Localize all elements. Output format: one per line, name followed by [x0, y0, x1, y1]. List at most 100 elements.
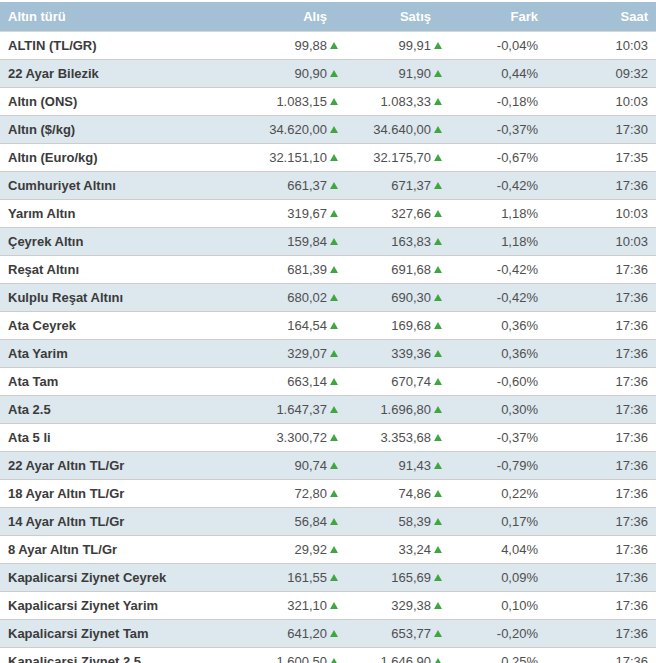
alis-cell: 29,92 — [256, 536, 344, 564]
saat-value: 17:36 — [552, 452, 656, 480]
fark-value: 0,22% — [448, 480, 552, 508]
saat-value: 17:36 — [552, 256, 656, 284]
alis-value: 164,54 — [287, 318, 327, 333]
row-label: Altın (Euro/kg) — [0, 144, 256, 172]
trend-up-icon — [434, 574, 442, 581]
trend-up-icon — [434, 294, 442, 301]
saat-value: 17:36 — [552, 424, 656, 452]
trend-up-icon — [330, 574, 338, 581]
trend-up-icon — [434, 434, 442, 441]
satis-value: 99,91 — [398, 38, 431, 53]
saat-value: 17:35 — [552, 144, 656, 172]
satis-cell: 1.646,90 — [344, 648, 448, 663]
satis-cell: 691,68 — [344, 256, 448, 284]
trend-up-icon — [330, 658, 338, 663]
satis-value: 165,69 — [391, 570, 431, 585]
table-row: Altın (Euro/kg)32.151,1032.175,70-0,67%1… — [0, 144, 656, 172]
saat-value: 10:03 — [552, 88, 656, 116]
alis-value: 681,39 — [287, 262, 327, 277]
fark-value: -0,60% — [448, 368, 552, 396]
satis-cell: 34.640,00 — [344, 116, 448, 144]
satis-value: 34.640,00 — [373, 122, 431, 137]
alis-cell: 681,39 — [256, 256, 344, 284]
saat-value: 17:36 — [552, 536, 656, 564]
alis-cell: 1.600,50 — [256, 648, 344, 663]
column-header-alis: Alış — [256, 2, 344, 32]
satis-value: 1.083,33 — [380, 94, 431, 109]
saat-value: 17:36 — [552, 340, 656, 368]
alis-value: 321,10 — [287, 598, 327, 613]
fark-value: -0,42% — [448, 284, 552, 312]
alis-value: 680,02 — [287, 290, 327, 305]
fark-value: 1,18% — [448, 200, 552, 228]
saat-value: 17:36 — [552, 592, 656, 620]
saat-value: 17:36 — [552, 284, 656, 312]
alis-value: 1.600,50 — [276, 654, 327, 663]
row-label: Yarım Altın — [0, 200, 256, 228]
table-row: Kapalicarsi Ziynet Yarim321,10329,380,10… — [0, 592, 656, 620]
row-label: Altın (ONS) — [0, 88, 256, 116]
alis-value: 319,67 — [287, 206, 327, 221]
fark-value: 0,25% — [448, 648, 552, 663]
alis-cell: 661,37 — [256, 172, 344, 200]
alis-cell: 32.151,10 — [256, 144, 344, 172]
table-row: Kapalicarsi Ziynet 2.5 1.600,50 1.646,900,… — [0, 648, 656, 663]
alis-cell: 3.300,72 — [256, 424, 344, 452]
saat-value: 09:32 — [552, 60, 656, 88]
alis-cell: 159,84 — [256, 228, 344, 256]
row-label: ALTIN (TL/GR) — [0, 32, 256, 60]
saat-value: 17:36 — [552, 648, 656, 663]
saat-value: 17:36 — [552, 312, 656, 340]
satis-value: 670,74 — [391, 374, 431, 389]
saat-value: 10:03 — [552, 32, 656, 60]
satis-cell: 169,68 — [344, 312, 448, 340]
trend-up-icon — [434, 70, 442, 77]
fark-value: 0,09% — [448, 564, 552, 592]
alis-value: 1.083,15 — [276, 94, 327, 109]
table-row: Reşat Altını681,39691,68-0,42%17:36 — [0, 256, 656, 284]
fark-value: -0,42% — [448, 172, 552, 200]
alis-value: 56,84 — [294, 514, 327, 529]
trend-up-icon — [330, 462, 338, 469]
table-row: Altın ($/kg)34.620,0034.640,00-0,37%17:3… — [0, 116, 656, 144]
fark-value: -0,20% — [448, 620, 552, 648]
header-row: Altın türü Alış Satış Fark Saat — [0, 2, 656, 32]
saat-value: 17:36 — [552, 508, 656, 536]
satis-value: 91,90 — [398, 66, 431, 81]
trend-up-icon — [434, 266, 442, 273]
trend-up-icon — [434, 658, 442, 663]
satis-cell: 671,37 — [344, 172, 448, 200]
row-label: Kapalicarsi Ziynet 2.5 — [0, 648, 256, 663]
fark-value: 0,17% — [448, 508, 552, 536]
alis-value: 661,37 — [287, 178, 327, 193]
fark-value: -0,37% — [448, 116, 552, 144]
satis-value: 327,66 — [391, 206, 431, 221]
trend-up-icon — [434, 238, 442, 245]
alis-value: 99,88 — [294, 38, 327, 53]
satis-value: 91,43 — [398, 458, 431, 473]
row-label: Ata Yarim — [0, 340, 256, 368]
table-row: Kulplu Reşat Altını680,02690,30-0,42%17:… — [0, 284, 656, 312]
table-row: Ata Ceyrek164,54169,680,36%17:36 — [0, 312, 656, 340]
alis-cell: 99,88 — [256, 32, 344, 60]
fark-value: -0,04% — [448, 32, 552, 60]
satis-cell: 165,69 — [344, 564, 448, 592]
trend-up-icon — [434, 406, 442, 413]
alis-cell: 34.620,00 — [256, 116, 344, 144]
satis-value: 32.175,70 — [373, 150, 431, 165]
trend-up-icon — [330, 602, 338, 609]
alis-cell: 1.647,37 — [256, 396, 344, 424]
row-label: Reşat Altını — [0, 256, 256, 284]
trend-up-icon — [434, 126, 442, 133]
satis-cell: 91,43 — [344, 452, 448, 480]
table-row: Ata 2.51.647,371.696,800,30%17:36 — [0, 396, 656, 424]
satis-cell: 91,90 — [344, 60, 448, 88]
saat-value: 10:03 — [552, 200, 656, 228]
satis-cell: 58,39 — [344, 508, 448, 536]
alis-value: 34.620,00 — [269, 122, 327, 137]
gold-prices-widget: Altın türü Alış Satış Fark Saat ALTIN (T… — [0, 0, 656, 663]
table-row: Kapalicarsi Ziynet Ceyrek161,55165,690,0… — [0, 564, 656, 592]
saat-value: 17:36 — [552, 172, 656, 200]
alis-value: 329,07 — [287, 346, 327, 361]
alis-value: 641,20 — [287, 626, 327, 641]
